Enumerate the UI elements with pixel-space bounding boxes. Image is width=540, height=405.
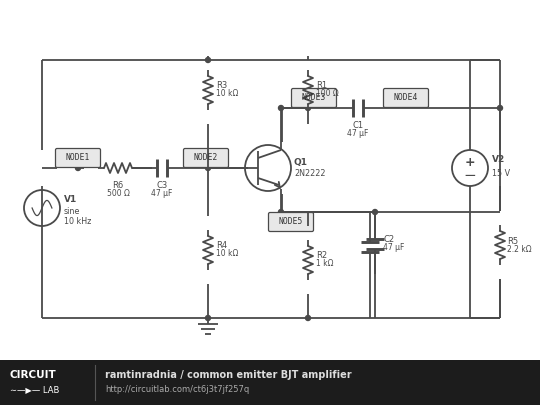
Text: V2: V2 — [492, 156, 505, 164]
Circle shape — [497, 105, 503, 111]
Circle shape — [279, 105, 284, 111]
Circle shape — [206, 315, 211, 320]
Text: 15 V: 15 V — [492, 170, 510, 179]
Text: V1: V1 — [64, 196, 77, 205]
Text: C1: C1 — [353, 122, 363, 130]
Text: ∼—▶— LAB: ∼—▶— LAB — [10, 386, 59, 394]
FancyBboxPatch shape — [383, 89, 429, 107]
Text: 47 μF: 47 μF — [383, 243, 404, 252]
Text: 100 Ω: 100 Ω — [316, 90, 339, 98]
Text: ramtinradnia / common emitter BJT amplifier: ramtinradnia / common emitter BJT amplif… — [105, 370, 352, 380]
Text: 10 kHz: 10 kHz — [64, 217, 91, 226]
Text: 47 μF: 47 μF — [347, 130, 369, 139]
Text: 2N2222: 2N2222 — [294, 170, 326, 179]
Text: 1 kΩ: 1 kΩ — [316, 260, 334, 269]
Text: NODE2: NODE2 — [194, 153, 218, 162]
Text: NODE3: NODE3 — [302, 94, 326, 102]
Text: http://circuitlab.com/ct6j3t7jf257q: http://circuitlab.com/ct6j3t7jf257q — [105, 386, 249, 394]
Circle shape — [206, 58, 211, 62]
Text: 10 kΩ: 10 kΩ — [216, 249, 238, 258]
FancyBboxPatch shape — [56, 149, 100, 168]
Text: 47 μF: 47 μF — [151, 190, 173, 198]
Circle shape — [306, 315, 310, 320]
Text: CIRCUIT: CIRCUIT — [10, 370, 57, 380]
Text: R4: R4 — [216, 241, 227, 251]
Text: Q1: Q1 — [294, 158, 308, 166]
FancyBboxPatch shape — [292, 89, 336, 107]
Circle shape — [279, 209, 284, 215]
Text: R2: R2 — [316, 252, 327, 260]
Text: R1: R1 — [316, 81, 327, 90]
FancyBboxPatch shape — [184, 149, 228, 168]
Text: R5: R5 — [507, 237, 518, 245]
Text: R3: R3 — [216, 81, 227, 90]
Text: −: − — [464, 168, 476, 183]
Text: sine: sine — [64, 207, 80, 215]
Text: NODE4: NODE4 — [394, 94, 418, 102]
FancyBboxPatch shape — [268, 213, 314, 232]
Circle shape — [206, 166, 211, 171]
Text: NODE5: NODE5 — [279, 217, 303, 226]
Text: NODE1: NODE1 — [66, 153, 90, 162]
Text: 500 Ω: 500 Ω — [106, 190, 130, 198]
Circle shape — [373, 209, 377, 215]
Text: R6: R6 — [112, 181, 124, 190]
Text: C2: C2 — [383, 235, 394, 245]
Circle shape — [306, 105, 310, 111]
Text: 10 kΩ: 10 kΩ — [216, 90, 238, 98]
Text: C3: C3 — [157, 181, 167, 190]
Circle shape — [76, 166, 80, 171]
Text: 2.2 kΩ: 2.2 kΩ — [507, 245, 531, 254]
Text: +: + — [465, 156, 475, 168]
